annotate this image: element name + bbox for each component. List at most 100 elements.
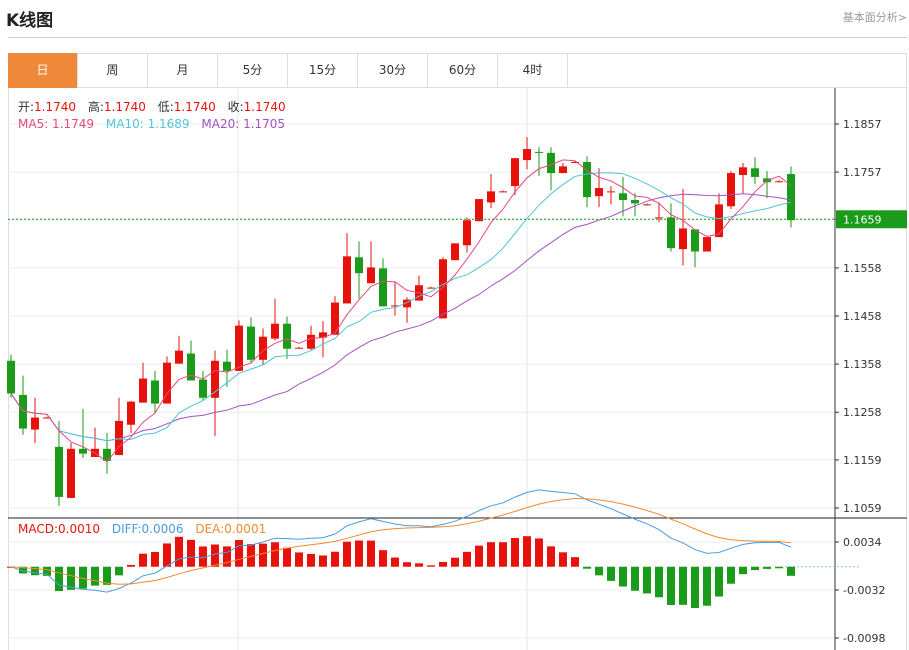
macd-bar xyxy=(415,563,423,567)
macd-bar xyxy=(619,566,627,587)
candle xyxy=(523,136,531,170)
ma10-line xyxy=(10,172,792,442)
tab-4hour[interactable]: 4时 xyxy=(498,53,568,88)
current-price-badge xyxy=(836,210,907,229)
candle xyxy=(775,180,783,183)
candle xyxy=(643,203,651,206)
candle xyxy=(427,286,435,289)
macd-bar xyxy=(703,566,711,606)
macd-bar xyxy=(379,550,387,567)
ma-legend: MA5: 1.1749 MA10: 1.1689 MA20: 1.1705 xyxy=(18,117,293,131)
candle xyxy=(163,356,171,404)
price-tick-label: 1.1159 xyxy=(843,454,882,467)
macd-bar xyxy=(511,538,519,567)
candle-body xyxy=(43,417,51,419)
candle xyxy=(67,443,75,498)
macd-bar xyxy=(259,543,267,567)
tab-week[interactable]: 周 xyxy=(78,53,148,88)
high-value: 1.1740 xyxy=(103,100,146,114)
candle-body xyxy=(247,326,255,360)
open-value: 1.1740 xyxy=(34,100,77,114)
macd-bar xyxy=(727,566,735,584)
macd-bar xyxy=(91,566,99,586)
macd-bar xyxy=(127,564,135,567)
candle-body xyxy=(703,237,711,252)
chart-panel xyxy=(8,53,907,650)
candle xyxy=(667,203,675,252)
candle xyxy=(391,282,399,316)
tab-5min[interactable]: 5分 xyxy=(218,53,288,88)
macd-bar xyxy=(67,566,75,590)
candle xyxy=(463,217,471,253)
candle-body xyxy=(559,166,567,174)
candle-body xyxy=(295,347,303,349)
candle-body xyxy=(643,204,651,206)
candle xyxy=(31,397,39,444)
candle-body xyxy=(211,360,219,398)
candle-body xyxy=(7,360,15,394)
candle-body xyxy=(175,350,183,364)
candle xyxy=(175,335,183,364)
macd-bar xyxy=(235,539,243,567)
candle-body xyxy=(55,446,63,497)
candle-body xyxy=(511,158,519,187)
candle-body xyxy=(715,204,723,238)
ma5-value: MA5: 1.1749 xyxy=(18,117,95,131)
candle xyxy=(499,190,507,193)
macd-bar xyxy=(427,565,435,567)
macd-bar xyxy=(19,566,27,574)
candle xyxy=(151,370,159,413)
macd-legend: MACD:0.0010 DIFF:0.0006 DEA:0.0001 xyxy=(18,522,274,536)
candle xyxy=(367,241,375,284)
candle xyxy=(127,400,135,433)
candle-body xyxy=(283,323,291,349)
candle-body xyxy=(79,448,87,454)
macd-bar xyxy=(775,566,783,569)
macd-tick-label: -0.0032 xyxy=(843,584,885,597)
page-title: K线图 xyxy=(6,11,54,31)
candle xyxy=(271,298,279,341)
tab-month[interactable]: 月 xyxy=(148,53,218,88)
tab-30min[interactable]: 30分 xyxy=(358,53,428,88)
candle xyxy=(295,346,303,349)
candle xyxy=(259,328,267,365)
tab-day[interactable]: 日 xyxy=(8,53,78,88)
candle xyxy=(7,354,15,398)
macd-bar xyxy=(691,566,699,609)
diff-line xyxy=(10,489,792,593)
candle xyxy=(403,297,411,323)
tab-15min[interactable]: 15分 xyxy=(288,53,358,88)
tab-60min[interactable]: 60分 xyxy=(428,53,498,88)
dea-line xyxy=(10,497,792,585)
ma20-line xyxy=(10,193,792,442)
open-label: 开: xyxy=(18,100,35,114)
candle-body xyxy=(19,394,27,429)
candle xyxy=(355,241,363,299)
candle-body xyxy=(187,353,195,381)
macd-bar xyxy=(355,540,363,567)
candle xyxy=(715,193,723,238)
candle xyxy=(547,147,555,191)
candle xyxy=(631,193,639,217)
fundamental-analysis-link[interactable]: 基本面分析> xyxy=(842,11,907,24)
candle xyxy=(235,320,243,371)
candle xyxy=(319,321,327,358)
candle xyxy=(211,350,219,436)
macd-bar xyxy=(559,552,567,567)
candle-body xyxy=(727,173,735,207)
candle-body xyxy=(199,379,207,398)
diff-value: DIFF:0.0006 xyxy=(111,522,184,536)
macd-bar xyxy=(631,566,639,591)
candle xyxy=(487,174,495,209)
macd-bar xyxy=(655,566,663,598)
candle-body xyxy=(655,217,663,219)
dea-value: DEA:0.0001 xyxy=(195,522,267,536)
candle-body xyxy=(631,200,639,204)
candle xyxy=(103,432,111,474)
candle-body xyxy=(583,162,591,198)
candle-body xyxy=(775,181,783,183)
price-tick-label: 1.1857 xyxy=(843,118,882,131)
macd-bar xyxy=(463,551,471,567)
macd-bar xyxy=(55,566,63,592)
